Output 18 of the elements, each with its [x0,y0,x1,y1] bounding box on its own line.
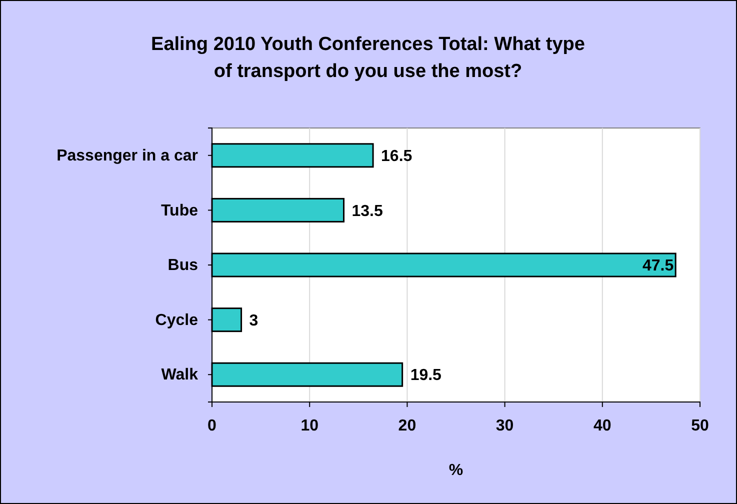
x-tick-label: 20 [398,417,416,434]
chart-title: Ealing 2010 Youth Conferences Total: What type of transport do you use the most? [151,34,585,82]
y-tick-label: Walk [161,366,198,384]
data-label: 13.5 [352,202,383,220]
x-axis-title: % [448,462,464,479]
data-label: 19.5 [410,367,442,384]
data-label: 16.5 [381,148,412,165]
x-tick-label: 40 [594,417,612,434]
y-tick-label: Cycle [155,312,198,329]
data-label: 47.5 [642,258,674,275]
x-tick-label: 30 [496,417,514,434]
x-tick-label: 0 [208,417,217,434]
x-tick-label: 10 [300,417,319,434]
x-tick-label: 50 [691,417,709,434]
y-tick-label: Tube [160,202,198,220]
data-label: 3 [249,312,258,330]
y-tick-label: Bus [168,257,198,274]
y-tick-label: Passenger in a car [56,148,198,165]
